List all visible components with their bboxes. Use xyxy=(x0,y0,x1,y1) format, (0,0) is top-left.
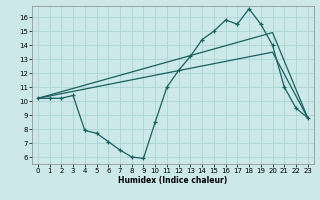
X-axis label: Humidex (Indice chaleur): Humidex (Indice chaleur) xyxy=(118,176,228,185)
